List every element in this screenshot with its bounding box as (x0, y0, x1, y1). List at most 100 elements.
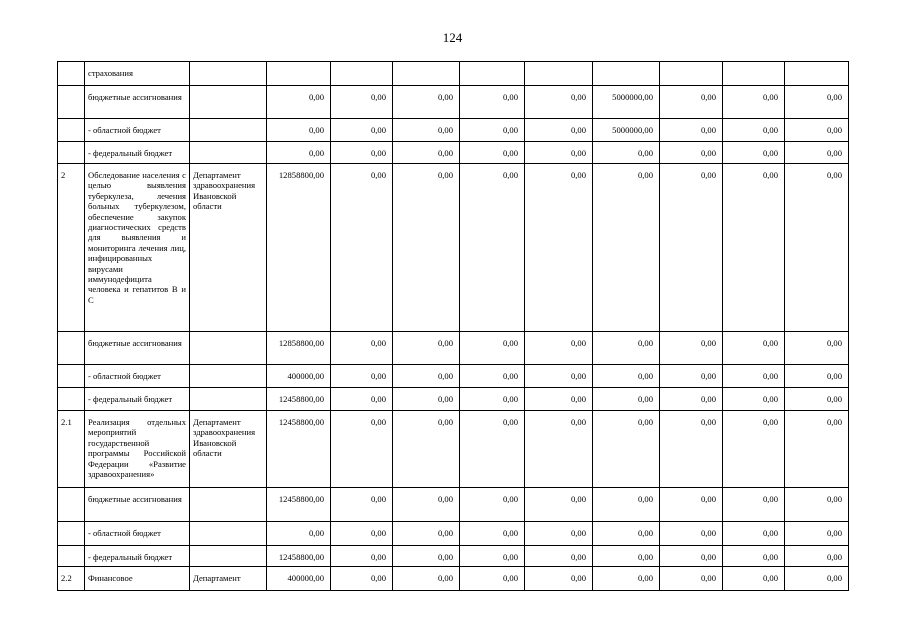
amount-cell: 0,00 (392, 387, 460, 411)
amount-cell: 0,00 (330, 545, 393, 567)
amount-cell: 0,00 (524, 410, 593, 488)
amount-cell: 0,00 (266, 85, 331, 119)
table-row: 2.2 Финансовое Департамент 400000,00 0,00 0,0… (57, 566, 849, 591)
row-number-cell: 2 (57, 163, 85, 332)
amount-cell: 0,00 (524, 331, 593, 365)
amount-cell: 0,00 (722, 331, 785, 365)
row-number-cell (57, 487, 85, 522)
amount-cell: 0,00 (524, 163, 593, 332)
activity-name-cell: страхования (84, 61, 190, 86)
amount-cell (524, 61, 593, 86)
amount-cell: 0,00 (392, 545, 460, 567)
row-number-cell (57, 331, 85, 365)
table-row: - областной бюджет 400000,00 0,00 0,00 0,00 0… (57, 364, 849, 388)
amount-cell: 0,00 (784, 545, 849, 567)
amount-cell: 0,00 (722, 141, 785, 164)
executor-cell (189, 487, 267, 522)
amount-cell: 0,00 (592, 521, 660, 546)
amount-cell: 0,00 (659, 163, 723, 332)
amount-cell: 0,00 (659, 85, 723, 119)
amount-cell: 12458800,00 (266, 545, 331, 567)
amount-cell: 0,00 (330, 387, 393, 411)
amount-cell: 0,00 (459, 141, 525, 164)
amount-cell: 0,00 (659, 566, 723, 591)
amount-cell: 0,00 (330, 521, 393, 546)
executor-cell (189, 364, 267, 388)
amount-cell: 0,00 (330, 118, 393, 142)
amount-cell: 0,00 (592, 163, 660, 332)
table-row: - областной бюджет 0,00 0,00 0,00 0,00 0,00 50… (57, 118, 849, 142)
amount-cell: 0,00 (784, 521, 849, 546)
amount-cell: 0,00 (784, 487, 849, 522)
amount-cell: 0,00 (330, 85, 393, 119)
amount-cell (659, 61, 723, 86)
row-number-cell (57, 141, 85, 164)
amount-cell: 0,00 (459, 410, 525, 488)
amount-cell: 0,00 (784, 331, 849, 365)
amount-cell: 0,00 (330, 566, 393, 591)
amount-cell: 0,00 (784, 163, 849, 332)
executor-cell (189, 61, 267, 86)
executor-cell (189, 387, 267, 411)
amount-cell: 12458800,00 (266, 487, 331, 522)
amount-cell: 0,00 (722, 364, 785, 388)
amount-cell: 0,00 (330, 331, 393, 365)
executor-cell (189, 85, 267, 119)
row-number-cell (57, 545, 85, 567)
amount-cell (784, 61, 849, 86)
amount-cell: 0,00 (722, 521, 785, 546)
amount-cell: 0,00 (459, 364, 525, 388)
amount-cell: 0,00 (592, 566, 660, 591)
row-number-cell (57, 61, 85, 86)
amount-cell: 0,00 (459, 85, 525, 119)
table-row: - федеральный бюджет 12458800,00 0,00 0,00 0… (57, 545, 849, 567)
amount-cell: 0,00 (524, 521, 593, 546)
budget-table: страхования бюджетные ассигнования 0,00 0,0… (57, 61, 849, 591)
amount-cell (330, 61, 393, 86)
amount-cell: 0,00 (392, 410, 460, 488)
row-number-cell (57, 364, 85, 388)
amount-cell: 12458800,00 (266, 387, 331, 411)
amount-cell: 0,00 (524, 364, 593, 388)
activity-name-cell: бюджетные ассигнования (84, 331, 190, 365)
amount-cell: 0,00 (524, 487, 593, 522)
amount-cell: 0,00 (330, 410, 393, 488)
amount-cell (722, 61, 785, 86)
amount-cell: 0,00 (459, 163, 525, 332)
executor-cell (189, 118, 267, 142)
amount-cell: 0,00 (722, 545, 785, 567)
amount-cell: 0,00 (784, 141, 849, 164)
amount-cell: 0,00 (659, 521, 723, 546)
table-row: бюджетные ассигнования 12858800,00 0,00 0,0… (57, 331, 849, 365)
amount-cell: 0,00 (722, 85, 785, 119)
amount-cell: 0,00 (784, 410, 849, 488)
activity-name-cell: - федеральный бюджет (84, 387, 190, 411)
amount-cell: 0,00 (392, 566, 460, 591)
amount-cell: 0,00 (592, 141, 660, 164)
amount-cell: 0,00 (524, 141, 593, 164)
amount-cell: 0,00 (784, 387, 849, 411)
amount-cell (266, 61, 331, 86)
amount-cell: 0,00 (722, 118, 785, 142)
executor-cell: Департамент здравоохранения Ивановской о… (189, 163, 267, 332)
amount-cell: 0,00 (392, 487, 460, 522)
table-row: - федеральный бюджет 0,00 0,00 0,00 0,00 0,00… (57, 141, 849, 164)
amount-cell: 0,00 (722, 387, 785, 411)
amount-cell: 0,00 (524, 85, 593, 119)
amount-cell: 0,00 (524, 566, 593, 591)
amount-cell: 0,00 (722, 410, 785, 488)
amount-cell: 0,00 (392, 331, 460, 365)
amount-cell: 0,00 (659, 364, 723, 388)
amount-cell: 0,00 (592, 364, 660, 388)
amount-cell: 0,00 (266, 118, 331, 142)
amount-cell: 12858800,00 (266, 163, 331, 332)
amount-cell (392, 61, 460, 86)
amount-cell: 0,00 (659, 545, 723, 567)
row-number-cell: 2.1 (57, 410, 85, 488)
amount-cell: 0,00 (592, 331, 660, 365)
amount-cell: 12458800,00 (266, 410, 331, 488)
amount-cell: 0,00 (592, 410, 660, 488)
table-row: 2 Обследование населения с целью выявлени… (57, 163, 849, 332)
table-row: - федеральный бюджет 12458800,00 0,00 0,00 0… (57, 387, 849, 411)
amount-cell: 0,00 (459, 521, 525, 546)
